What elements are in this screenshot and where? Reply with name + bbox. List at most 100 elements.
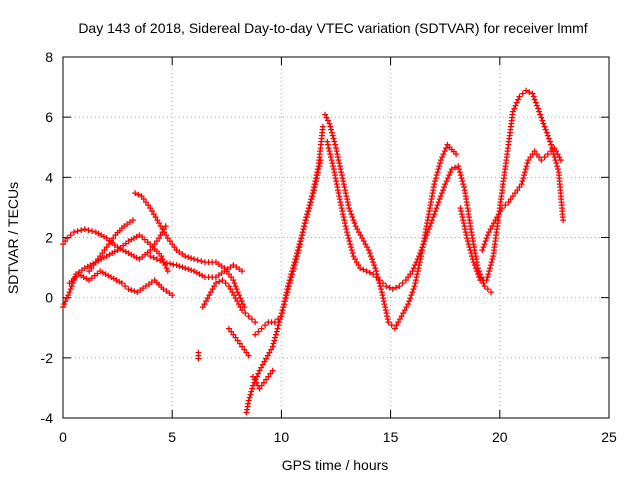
data-point: + — [459, 210, 466, 223]
data-point: + — [466, 210, 473, 223]
data-point: + — [538, 111, 545, 124]
data-point: + — [230, 259, 237, 272]
data-point: + — [231, 289, 238, 302]
data-point: + — [327, 120, 334, 133]
data-point: + — [445, 171, 452, 184]
data-point: + — [453, 147, 460, 160]
data-point: + — [120, 244, 127, 257]
data-point: + — [418, 247, 425, 260]
data-point: + — [315, 159, 322, 172]
data-point: + — [142, 233, 149, 246]
data-point: + — [443, 174, 450, 187]
data-point: + — [182, 262, 189, 275]
data-point: + — [170, 258, 177, 271]
data-point: + — [399, 277, 406, 290]
data-point: + — [300, 222, 307, 235]
data-point: + — [273, 325, 280, 338]
data-point: + — [379, 289, 386, 302]
data-point: + — [333, 177, 340, 190]
data-point: + — [101, 230, 108, 243]
data-point: + — [128, 233, 135, 246]
data-point: + — [90, 259, 97, 272]
data-point: + — [167, 257, 174, 270]
data-point: + — [369, 253, 376, 266]
data-point: + — [241, 301, 248, 314]
data-point: + — [156, 216, 163, 229]
data-point: + — [357, 228, 364, 241]
data-point: + — [474, 259, 481, 272]
data-point: + — [317, 156, 324, 169]
data-point: + — [298, 232, 305, 245]
data-point: + — [338, 165, 345, 178]
data-point: + — [496, 204, 503, 217]
data-point: + — [117, 241, 124, 254]
data-point: + — [424, 213, 431, 226]
data-point: + — [341, 180, 348, 193]
data-point: + — [510, 105, 517, 118]
data-point: + — [529, 147, 536, 160]
data-point: + — [457, 201, 464, 214]
data-point: + — [501, 165, 508, 178]
data-point: + — [138, 189, 145, 202]
data-point: + — [263, 373, 270, 386]
data-point: + — [518, 177, 525, 190]
data-point: + — [481, 280, 488, 293]
data-point: + — [300, 222, 307, 235]
data-point: + — [143, 280, 150, 293]
x-tick-label: 15 — [383, 429, 399, 445]
data-point: + — [125, 247, 132, 260]
data-point: + — [163, 228, 170, 241]
data-point: + — [146, 278, 153, 291]
data-point: + — [245, 394, 252, 407]
data-point: + — [354, 222, 361, 235]
data-point: + — [467, 216, 474, 229]
data-point: + — [161, 225, 168, 238]
data-point: + — [448, 162, 455, 175]
data-point: + — [293, 250, 300, 263]
data-point: + — [548, 138, 555, 151]
data-point: + — [67, 283, 74, 296]
data-point: + — [550, 144, 557, 157]
data-point: + — [533, 96, 540, 109]
data-point: + — [543, 126, 550, 139]
data-point: + — [95, 253, 102, 266]
data-point: + — [501, 171, 508, 184]
data-point: + — [323, 111, 330, 124]
data-point: + — [406, 295, 413, 308]
data-point: + — [336, 192, 343, 205]
data-point: + — [284, 283, 291, 296]
data-point: + — [459, 174, 466, 187]
data-point: + — [250, 379, 257, 392]
data-point: + — [503, 153, 510, 166]
data-point: + — [226, 322, 233, 335]
data-point: + — [169, 238, 176, 251]
data-point: + — [289, 268, 296, 281]
data-point: + — [417, 253, 424, 266]
data-point: + — [526, 86, 533, 99]
data-point: + — [408, 289, 415, 302]
data-point: + — [74, 224, 81, 237]
data-point: + — [484, 271, 491, 284]
data-point: + — [506, 132, 513, 145]
data-point: + — [421, 235, 428, 248]
data-point: + — [375, 274, 382, 287]
data-point: + — [298, 232, 305, 245]
data-point: + — [243, 406, 250, 419]
x-axis-label: GPS time / hours — [282, 457, 389, 473]
data-point: + — [152, 210, 159, 223]
data-point: + — [149, 204, 156, 217]
data-point: + — [487, 222, 494, 235]
data-point: + — [307, 195, 314, 208]
data-point: + — [553, 156, 560, 169]
data-point: + — [417, 247, 424, 260]
data-point: + — [511, 102, 518, 115]
data-point: + — [196, 268, 203, 281]
data-point: + — [349, 210, 356, 223]
data-point: + — [103, 250, 110, 263]
x-tick-label: 5 — [168, 429, 176, 445]
data-point: + — [463, 192, 470, 205]
data-point: + — [222, 277, 229, 290]
data-point: + — [269, 340, 276, 353]
data-point: + — [365, 244, 372, 257]
